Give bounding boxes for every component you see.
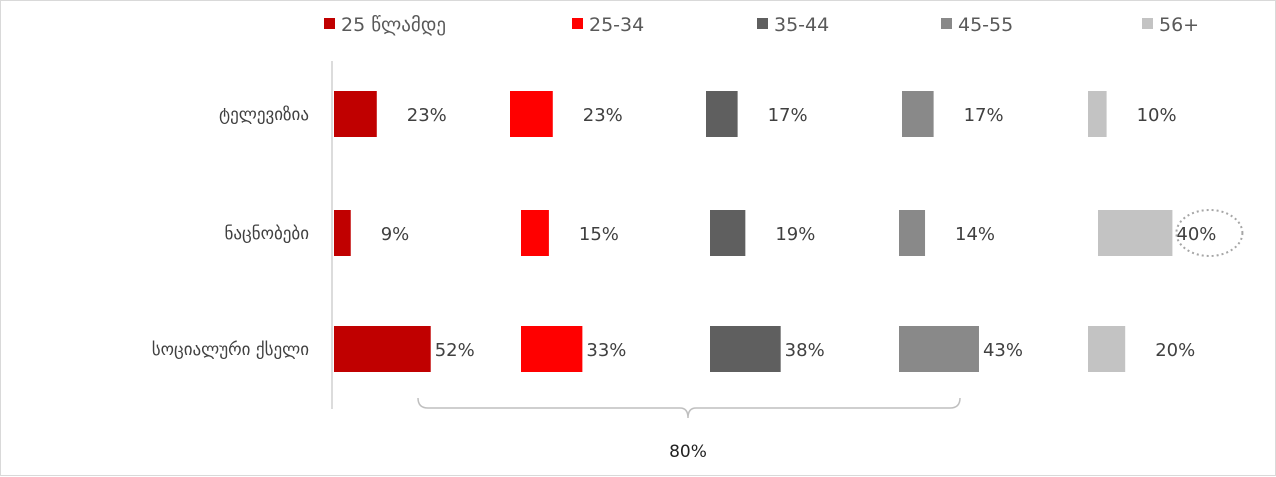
data-label-3-1: 14% <box>955 224 995 245</box>
data-label-2-0: 17% <box>768 105 808 126</box>
legend-label-4: 56+ <box>1159 14 1199 36</box>
data-label-2-1: 19% <box>775 224 815 245</box>
data-label-3-2: 43% <box>983 340 1023 361</box>
data-label-4-2: 20% <box>1155 340 1195 361</box>
legend-swatch-0 <box>324 18 335 29</box>
data-label-4-1: 40% <box>1176 224 1216 245</box>
legend-label-2: 35-44 <box>774 14 829 36</box>
bar-4-0 <box>1088 91 1107 137</box>
data-label-1-1: 15% <box>579 224 619 245</box>
data-label-0-0: 23% <box>407 105 447 126</box>
bar-1-0 <box>510 91 553 137</box>
bar-2-0 <box>706 91 738 137</box>
brace-annotation-label: 80% <box>669 442 707 462</box>
data-label-1-2: 33% <box>586 340 626 361</box>
bar-4-2 <box>1088 326 1126 372</box>
bar-2-2 <box>710 326 781 372</box>
bar-3-0 <box>902 91 934 137</box>
data-label-1-0: 23% <box>583 105 623 126</box>
bar-2-1 <box>710 210 746 256</box>
legend-swatch-1 <box>572 18 583 29</box>
data-label-3-0: 17% <box>964 105 1004 126</box>
category-label-2: სოციალური ქსელი <box>152 340 309 360</box>
category-label-1: ნაცნობები <box>224 224 309 244</box>
bar-4-1 <box>1098 210 1173 256</box>
category-label-0: ტელევიზია <box>219 105 309 125</box>
bar-1-2 <box>521 326 583 372</box>
bar-3-2 <box>899 326 979 372</box>
legend-swatch-3 <box>941 18 952 29</box>
group-brace <box>417 397 961 419</box>
data-label-0-1: 9% <box>381 224 410 245</box>
legend-swatch-2 <box>757 18 768 29</box>
bar-3-1 <box>899 210 926 256</box>
legend-swatch-4 <box>1142 18 1153 29</box>
legend-label-0: 25 წლამდე <box>341 14 446 36</box>
data-label-2-2: 38% <box>785 340 825 361</box>
bar-0-2 <box>334 326 431 372</box>
legend-label-3: 45-55 <box>958 14 1013 36</box>
highlight-ellipse <box>1175 209 1244 257</box>
data-label-0-2: 52% <box>435 340 475 361</box>
bar-0-1 <box>334 210 351 256</box>
legend-label-1: 25-34 <box>589 14 644 36</box>
bar-1-1 <box>521 210 549 256</box>
data-label-4-0: 10% <box>1137 105 1177 126</box>
bar-0-0 <box>334 91 377 137</box>
